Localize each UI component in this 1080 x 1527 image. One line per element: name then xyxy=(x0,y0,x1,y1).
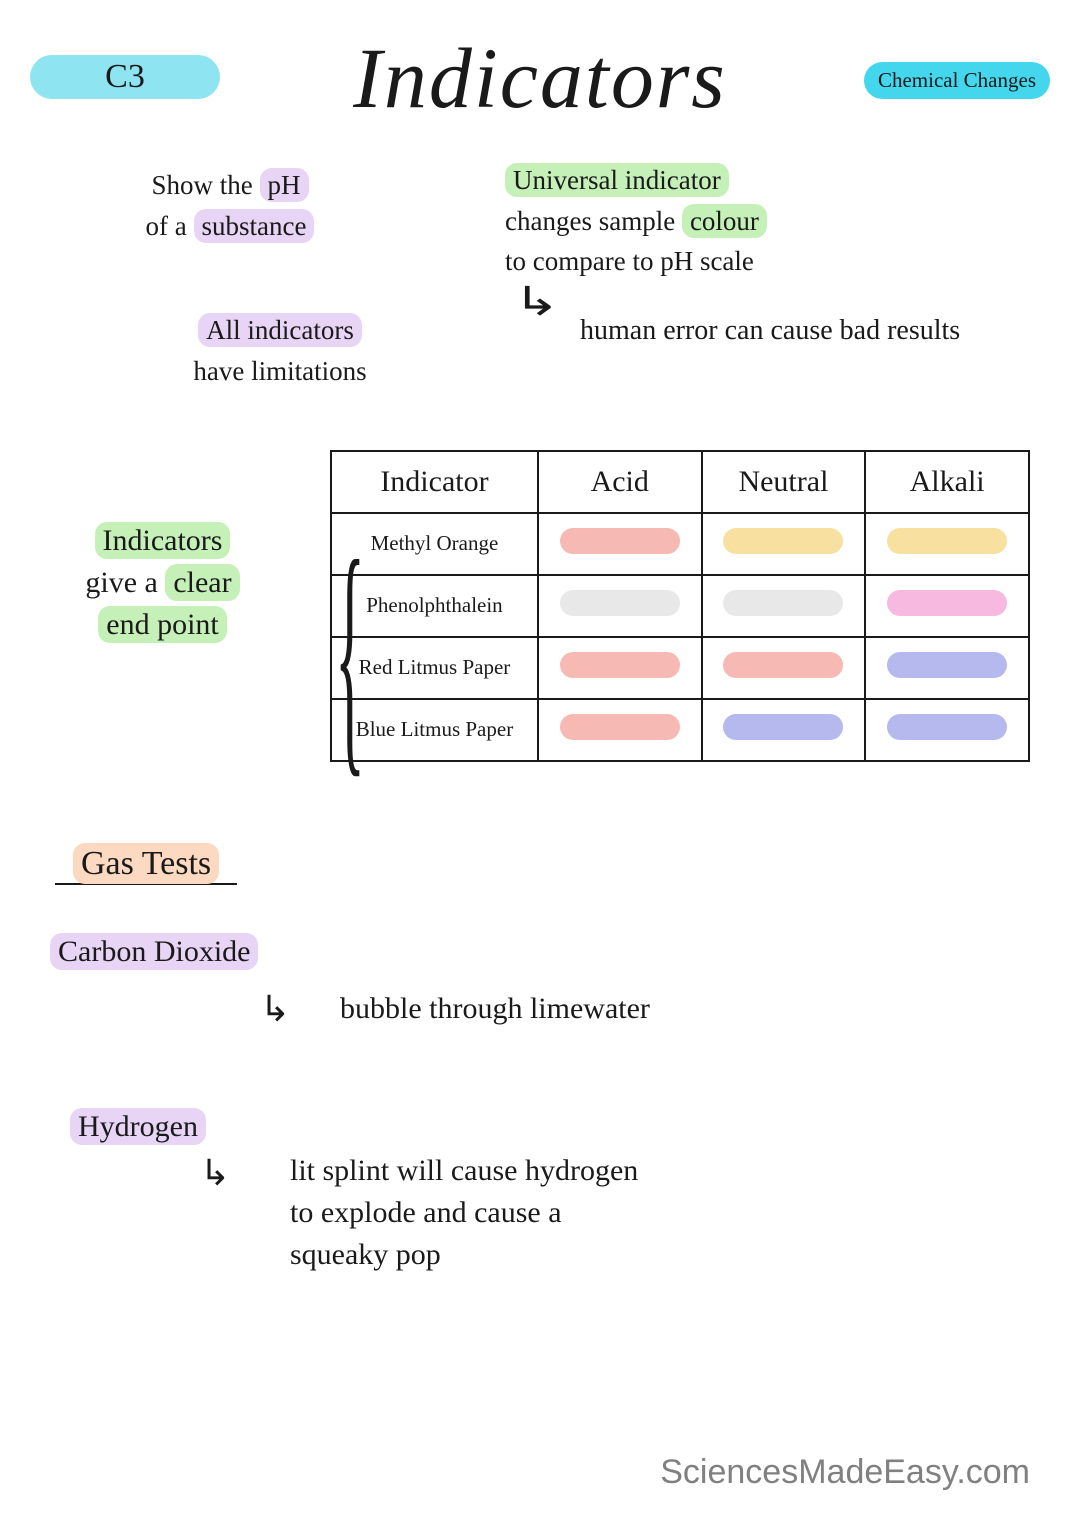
indicator-name: Blue Litmus Paper xyxy=(331,699,538,761)
colour-cell xyxy=(865,699,1029,761)
colour-swatch xyxy=(560,590,680,616)
colour-swatch xyxy=(723,590,843,616)
text: changes sample xyxy=(505,206,682,236)
arrow-icon: ↳ xyxy=(200,1152,230,1194)
table-row: Phenolphthalein xyxy=(331,575,1029,637)
colour-cell xyxy=(702,637,866,699)
colour-swatch xyxy=(560,528,680,554)
note-endpoint: Indicators give a clear end point xyxy=(25,520,300,646)
highlight-endpoint: end point xyxy=(98,606,227,643)
indicator-name: Phenolphthalein xyxy=(331,575,538,637)
arrow-icon: ↳ xyxy=(260,988,290,1030)
colour-swatch xyxy=(887,590,1007,616)
highlight-clear: clear xyxy=(165,564,239,601)
page-title: Indicators xyxy=(0,28,1080,128)
th-acid: Acid xyxy=(538,451,702,513)
note-limitations: All indicators have limitations xyxy=(120,310,440,391)
text: give a xyxy=(85,566,165,599)
text: to compare to pH scale xyxy=(505,246,754,276)
colour-cell xyxy=(538,699,702,761)
label-hydrogen: Hydrogen xyxy=(70,1110,206,1144)
highlight-gas-tests: Gas Tests xyxy=(73,843,219,884)
highlight-colour: colour xyxy=(682,204,767,238)
highlight-hydrogen: Hydrogen xyxy=(70,1108,206,1145)
colour-cell xyxy=(538,575,702,637)
highlight-ph: pH xyxy=(260,168,309,202)
colour-cell xyxy=(865,637,1029,699)
highlight-substance: substance xyxy=(194,209,315,243)
highlight-all-indicators: All indicators xyxy=(198,313,362,347)
table-row: Red Litmus Paper xyxy=(331,637,1029,699)
colour-swatch xyxy=(723,714,843,740)
table-row: Blue Litmus Paper xyxy=(331,699,1029,761)
colour-swatch xyxy=(723,652,843,678)
colour-swatch xyxy=(887,652,1007,678)
colour-cell xyxy=(865,575,1029,637)
colour-cell xyxy=(702,699,866,761)
colour-swatch xyxy=(723,528,843,554)
highlight-universal: Universal indicator xyxy=(505,163,729,197)
indicator-name: Methyl Orange xyxy=(331,513,538,575)
note-universal: Universal indicator changes sample colou… xyxy=(505,160,1005,282)
colour-cell xyxy=(702,513,866,575)
colour-swatch xyxy=(887,528,1007,554)
th-indicator: Indicator xyxy=(331,451,538,513)
colour-cell xyxy=(702,575,866,637)
colour-cell xyxy=(538,513,702,575)
colour-swatch xyxy=(560,714,680,740)
th-neutral: Neutral xyxy=(702,451,866,513)
indicator-name: Red Litmus Paper xyxy=(331,637,538,699)
note-human-error: human error can cause bad results xyxy=(580,310,1010,352)
indicator-table: Indicator Acid Neutral Alkali Methyl Ora… xyxy=(330,450,1030,762)
text: of a xyxy=(146,211,194,241)
th-alkali: Alkali xyxy=(865,451,1029,513)
text: Show the xyxy=(152,170,260,200)
text: have limitations xyxy=(193,356,366,386)
colour-cell xyxy=(865,513,1029,575)
note-hydrogen: lit splint will cause hydrogen to explod… xyxy=(290,1150,650,1276)
heading-gas-tests: Gas Tests xyxy=(55,845,237,885)
colour-cell xyxy=(538,637,702,699)
label-co2: Carbon Dioxide xyxy=(50,935,258,969)
highlight-indicators: Indicators xyxy=(95,522,231,559)
watermark: SciencesMadeEasy.com xyxy=(660,1453,1030,1492)
table-header-row: Indicator Acid Neutral Alkali xyxy=(331,451,1029,513)
note-ph: Show the pH of a substance xyxy=(70,165,390,246)
colour-swatch xyxy=(887,714,1007,740)
colour-swatch xyxy=(560,652,680,678)
table-row: Methyl Orange xyxy=(331,513,1029,575)
note-co2: bubble through limewater xyxy=(340,988,650,1030)
arrow-icon: ↳ xyxy=(513,278,560,325)
highlight-co2: Carbon Dioxide xyxy=(50,933,258,970)
